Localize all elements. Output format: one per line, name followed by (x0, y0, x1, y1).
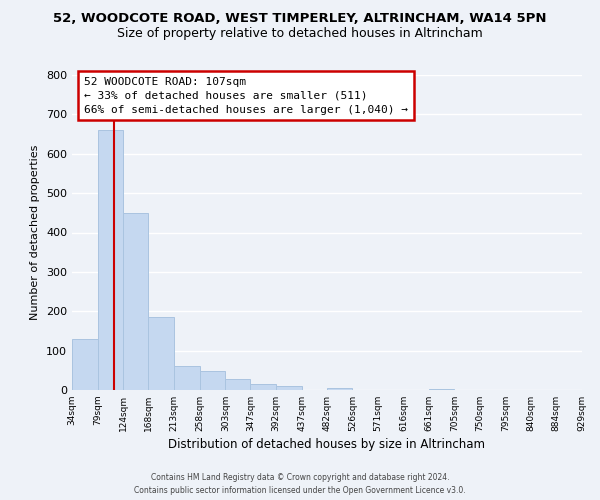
Y-axis label: Number of detached properties: Number of detached properties (31, 145, 40, 320)
Bar (98, 130, 123, 390)
Bar (429, 389, 454, 390)
Bar (72, 339, 98, 390)
Bar (276, 386, 302, 390)
Bar (250, 384, 276, 390)
Bar (148, 317, 174, 390)
Bar (200, 371, 225, 390)
Bar (327, 388, 352, 390)
Text: Size of property relative to detached houses in Altrincham: Size of property relative to detached ho… (117, 28, 483, 40)
Bar (123, 213, 148, 390)
X-axis label: Distribution of detached houses by size in Altrincham: Distribution of detached houses by size … (169, 438, 485, 451)
Text: Contains HM Land Registry data © Crown copyright and database right 2024.
Contai: Contains HM Land Registry data © Crown c… (134, 474, 466, 495)
Bar (225, 380, 250, 390)
Text: 52, WOODCOTE ROAD, WEST TIMPERLEY, ALTRINCHAM, WA14 5PN: 52, WOODCOTE ROAD, WEST TIMPERLEY, ALTRI… (53, 12, 547, 26)
Text: 52 WOODCOTE ROAD: 107sqm
← 33% of detached houses are smaller (511)
66% of semi-: 52 WOODCOTE ROAD: 107sqm ← 33% of detach… (84, 76, 408, 114)
Bar (174, 366, 200, 390)
